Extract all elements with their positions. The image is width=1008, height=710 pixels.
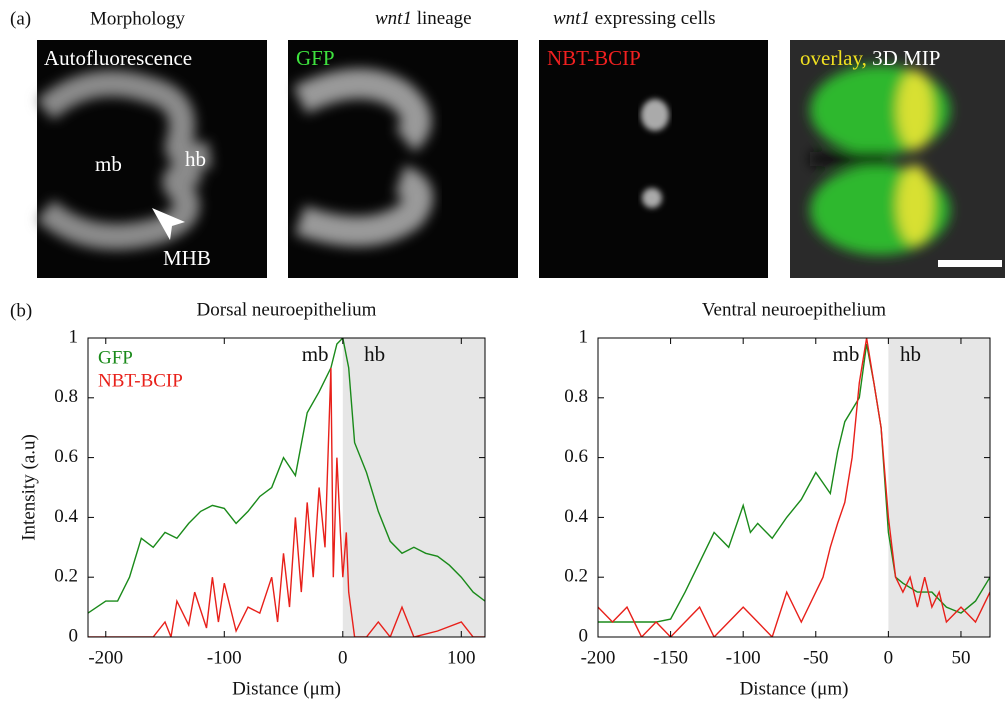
y-axis-label: Intensity (a.u) xyxy=(18,434,39,541)
chart-title: Ventral neuroepithelium xyxy=(702,299,886,320)
region-label: hb xyxy=(185,147,206,171)
region-label: mb xyxy=(302,342,329,366)
x-tick-label: 50 xyxy=(951,647,970,668)
y-tick-label: 0 xyxy=(69,625,79,646)
panel-header: Morphology xyxy=(90,8,186,29)
image-panel: wnt1 expressing cells NBT-BCIP xyxy=(539,8,768,278)
x-tick-label: -150 xyxy=(653,647,688,668)
series-line xyxy=(598,338,990,637)
mip-text: 3D MIP xyxy=(867,46,941,70)
x-axis-label: Distance (μm) xyxy=(740,678,849,699)
series-line xyxy=(88,367,485,637)
y-tick-label: 0.2 xyxy=(564,566,588,587)
gene-name: wnt1 xyxy=(553,8,590,29)
panel-header: wnt1 expressing cells xyxy=(553,8,716,29)
x-tick-label: -100 xyxy=(726,647,761,668)
panel-header: wnt1 lineage xyxy=(375,8,472,29)
x-tick-label: 100 xyxy=(447,647,476,668)
chart-title: Dorsal neuroepithelium xyxy=(197,299,377,320)
gene-name: wnt1 xyxy=(375,8,412,29)
series-line xyxy=(88,338,485,614)
panel-caption: overlay, 3D MIP xyxy=(800,46,940,70)
region-label: MHB xyxy=(163,246,211,270)
x-tick-label: 0 xyxy=(884,647,894,668)
y-tick-label: 0.4 xyxy=(564,506,588,527)
panel-caption: Autofluorescence xyxy=(44,46,192,70)
y-tick-label: 1 xyxy=(69,326,79,347)
plot-frame xyxy=(87,337,486,638)
legend-entry: GFP xyxy=(98,347,133,368)
region-label: hb xyxy=(900,342,921,366)
x-tick-label: -100 xyxy=(207,647,242,668)
x-tick-label: -50 xyxy=(803,647,828,668)
x-axis-label: Distance (μm) xyxy=(232,678,341,699)
x-tick-label: -200 xyxy=(581,647,616,668)
series-line xyxy=(598,343,990,623)
y-tick-label: 0.8 xyxy=(54,386,78,407)
x-tick-label: -200 xyxy=(88,647,123,668)
y-tick-label: 0.6 xyxy=(54,446,78,467)
panel-label: (a) xyxy=(10,8,31,29)
region-label: mb xyxy=(832,342,859,366)
y-tick-label: 0.4 xyxy=(54,506,78,527)
region-label: hb xyxy=(364,342,385,366)
x-tick-label: 0 xyxy=(338,647,348,668)
image-panel: overlay, 3D MIP xyxy=(790,40,1005,278)
overlay-text: overlay, xyxy=(800,46,867,70)
y-tick-label: 0.6 xyxy=(564,446,588,467)
y-tick-label: 1 xyxy=(579,326,589,347)
legend-entry: NBT-BCIP xyxy=(98,370,183,391)
panel-caption: NBT-BCIP xyxy=(547,46,641,70)
y-tick-label: 0.2 xyxy=(54,566,78,587)
image-panel: Morphology Autofluorescence mb hb MHB xyxy=(36,8,267,278)
y-tick-label: 0.8 xyxy=(564,386,588,407)
shaded-region xyxy=(342,338,485,637)
panel-caption: GFP xyxy=(296,46,335,70)
header-text: lineage xyxy=(412,8,472,29)
region-label: mb xyxy=(95,152,122,176)
plot-frame xyxy=(597,337,991,638)
y-tick-label: 0 xyxy=(579,625,589,646)
panel-label: (b) xyxy=(10,300,32,321)
header-text: expressing cells xyxy=(590,8,716,29)
image-panel: wnt1 lineage GFP xyxy=(288,8,518,278)
